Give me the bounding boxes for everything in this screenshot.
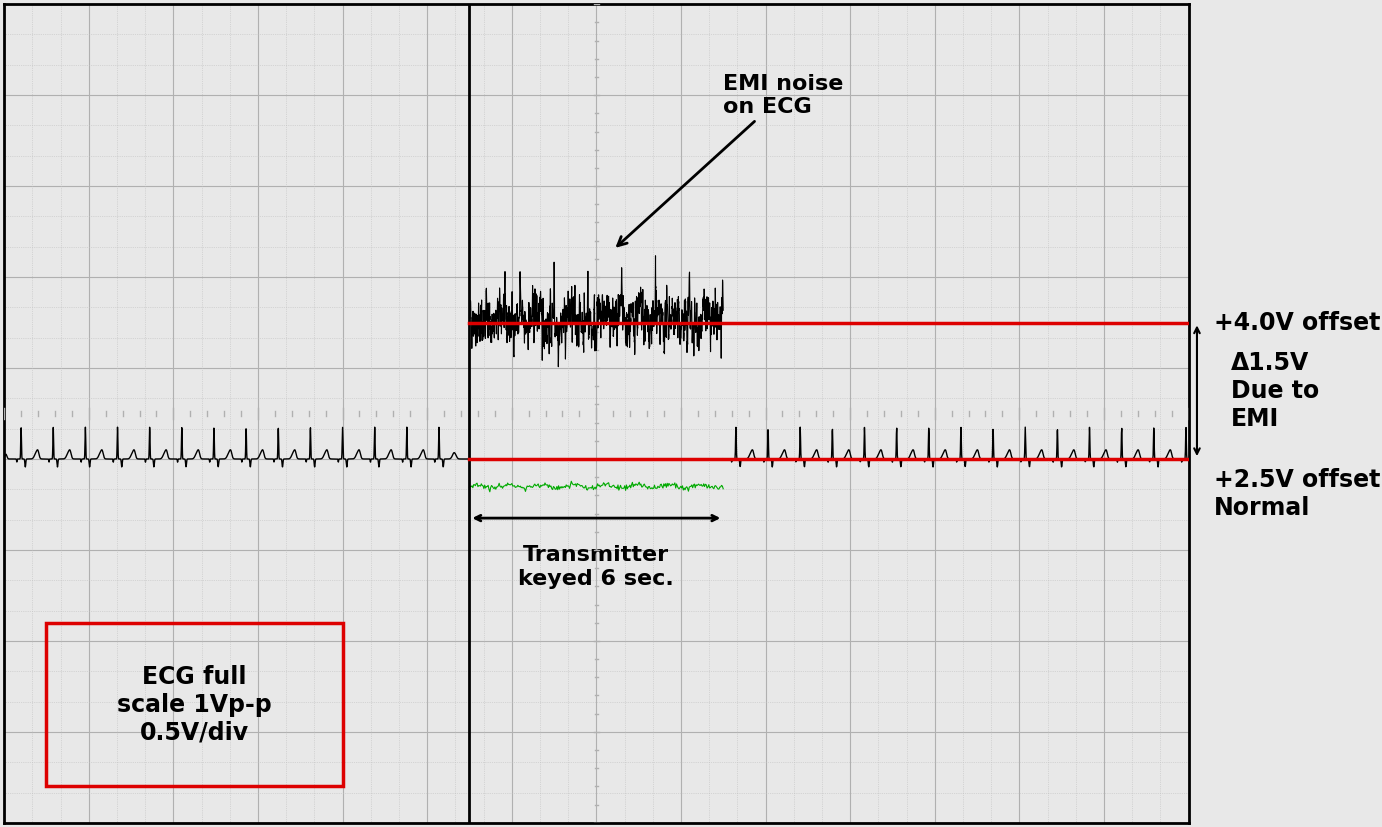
Text: Δ1.5V
Due to
EMI: Δ1.5V Due to EMI xyxy=(1231,351,1318,431)
Text: EMI noise
on ECG: EMI noise on ECG xyxy=(618,74,843,246)
Text: ECG full
scale 1Vp-p
0.5V/div: ECG full scale 1Vp-p 0.5V/div xyxy=(117,665,272,744)
Text: +2.5V offset
Normal: +2.5V offset Normal xyxy=(1213,468,1381,520)
Text: +4.0V offset: +4.0V offset xyxy=(1213,310,1381,335)
Text: Transmitter
keyed 6 sec.: Transmitter keyed 6 sec. xyxy=(518,545,674,589)
